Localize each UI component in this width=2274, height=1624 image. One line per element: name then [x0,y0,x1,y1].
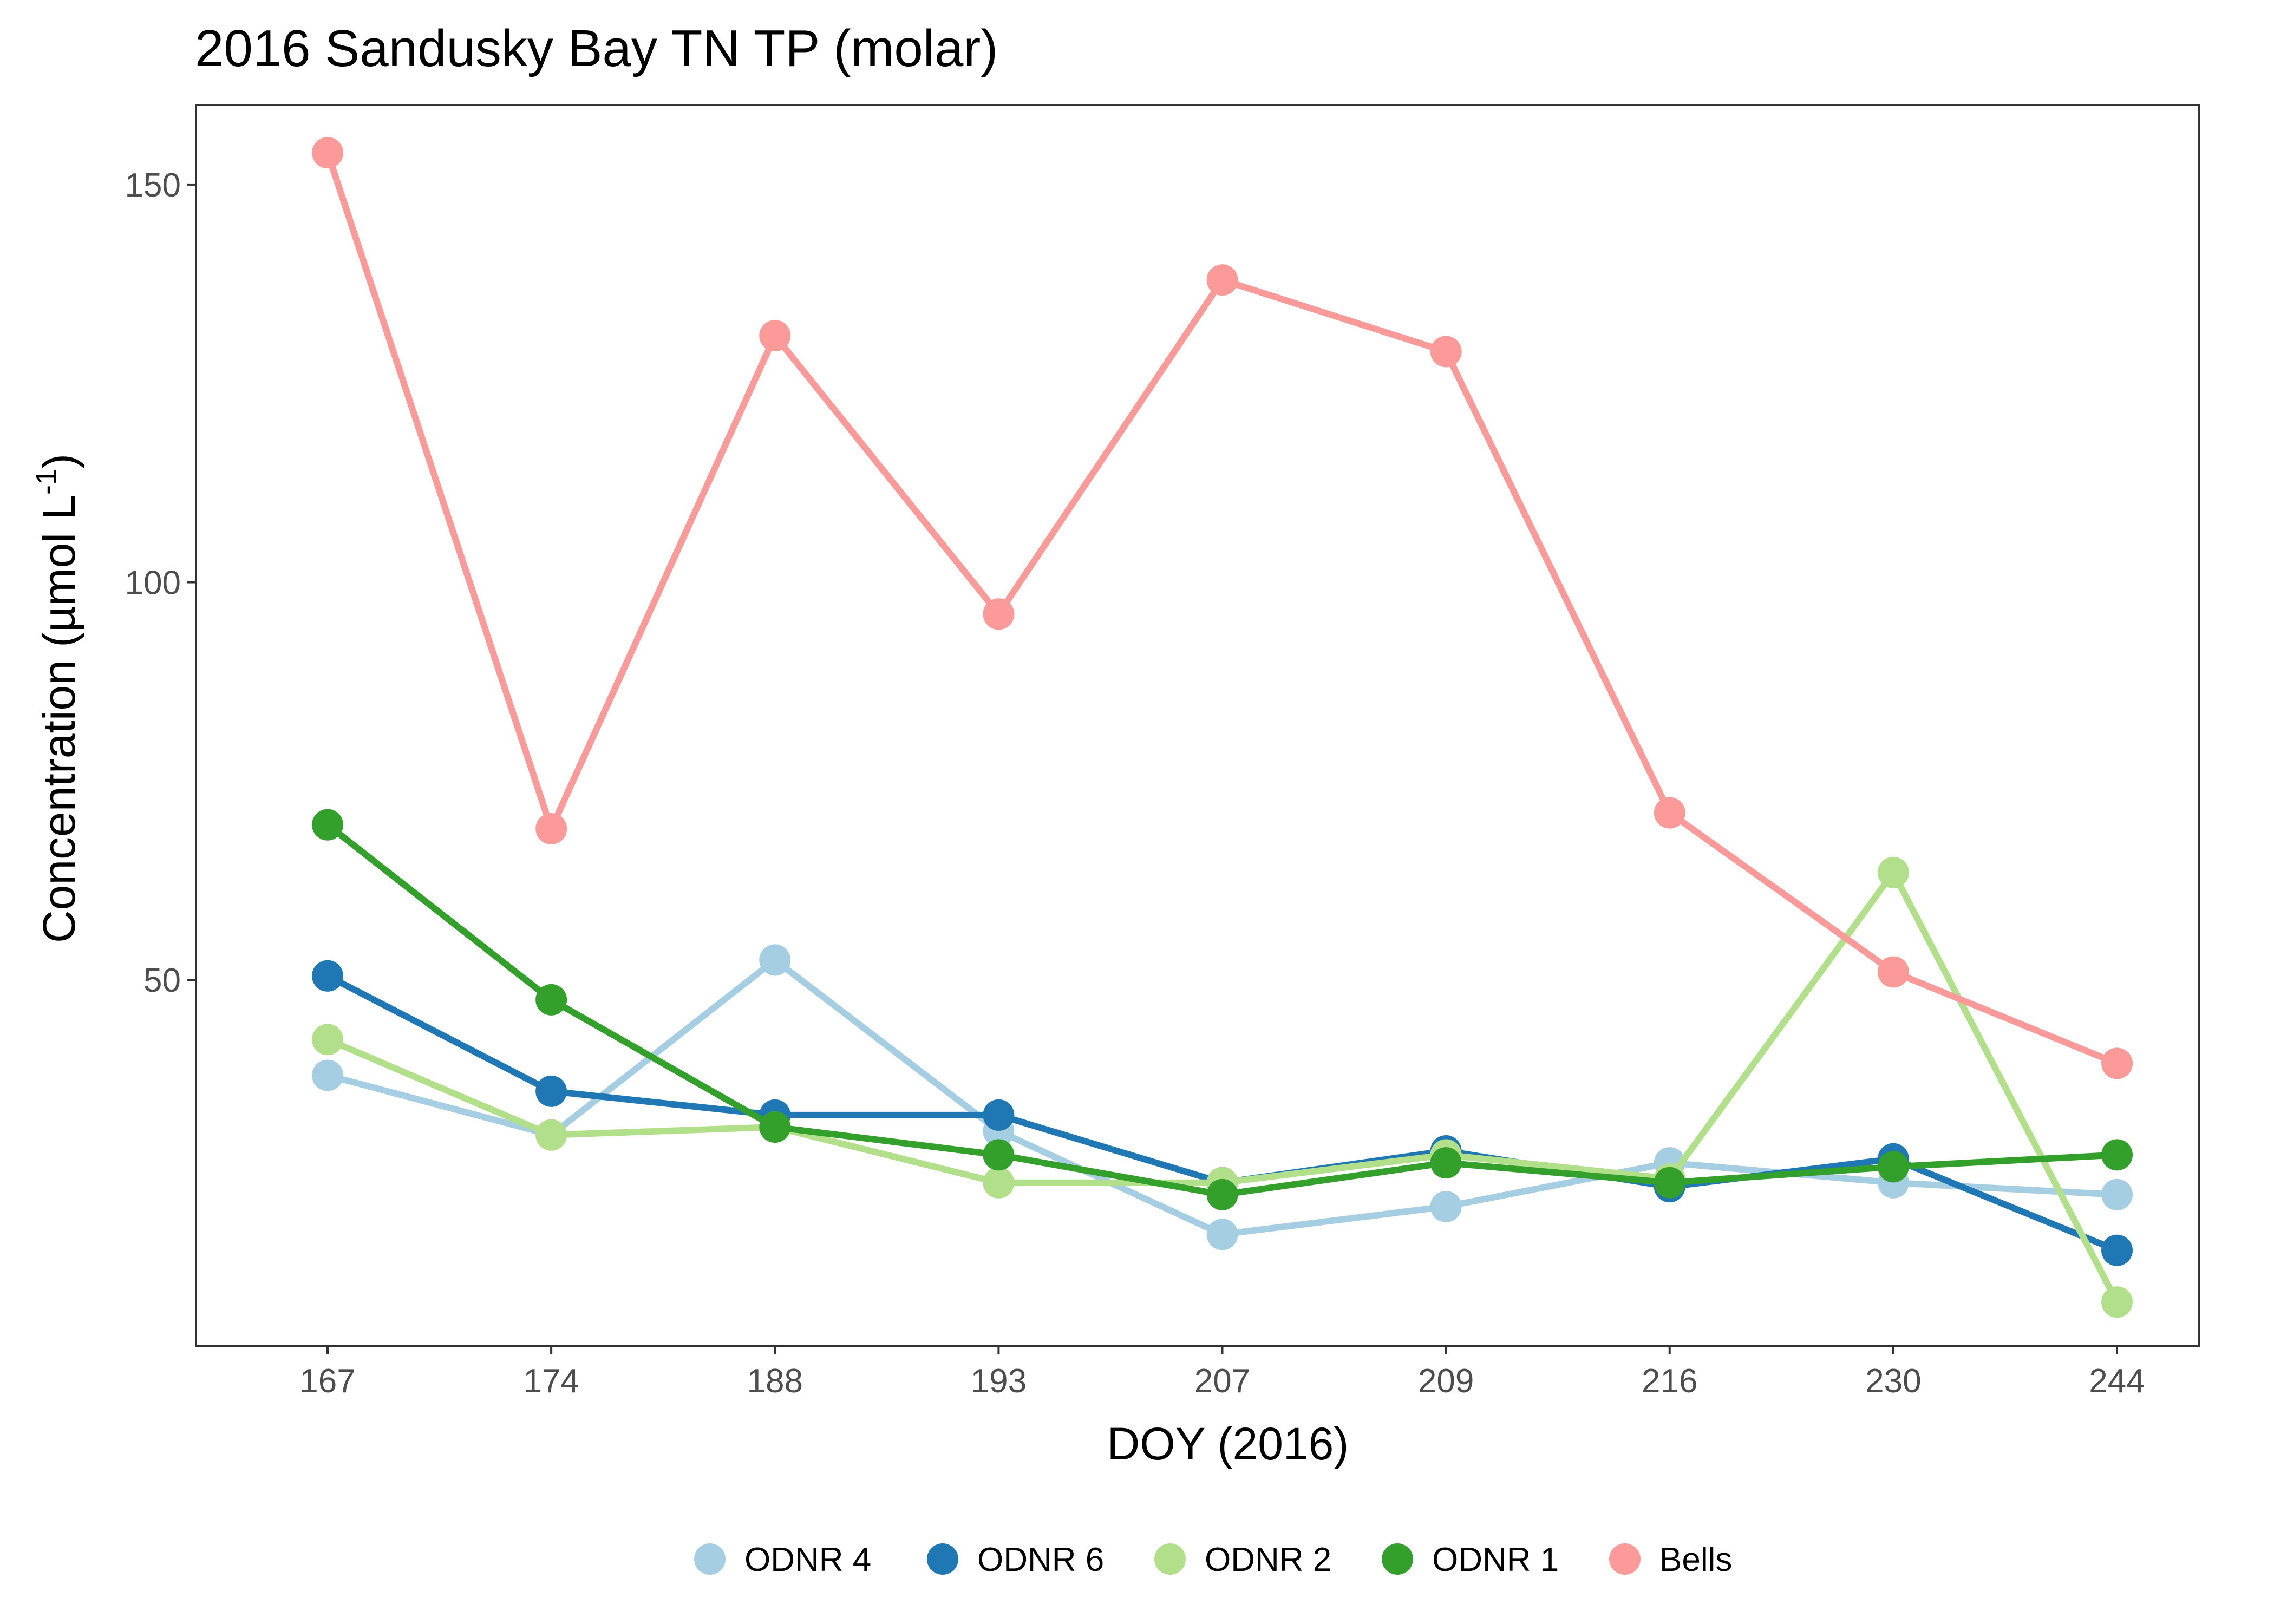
data-point-bells [2101,1047,2133,1079]
y-axis-title-close: ) [34,454,84,469]
x-axis-title: DOY (2016) [1107,1418,1349,1469]
legend-item-odnr-6: ODNR 6 [927,1541,1104,1579]
legend-label-odnr-4: ODNR 4 [744,1541,871,1579]
x-tick-label: 209 [1418,1363,1474,1400]
legend-label-odnr-2: ODNR 2 [1205,1541,1331,1579]
x-tick-label: 193 [971,1363,1027,1400]
data-point-bells [312,137,343,169]
data-point-odnr-2 [535,1119,567,1151]
data-point-odnr-1 [759,1111,791,1143]
legend-key-odnr-2 [1154,1543,1186,1575]
y-axis-title-superscript: -1 [30,469,63,495]
y-tick-label: 50 [143,962,181,999]
data-point-bells [1654,797,1685,829]
data-point-odnr-4 [759,944,791,976]
data-point-odnr-1 [535,984,567,1016]
data-point-odnr-6 [2101,1234,2133,1266]
x-tick-label: 216 [1642,1363,1697,1400]
y-axis-title: Concentration (µmol L-1) [30,454,84,943]
data-point-odnr-4 [312,1059,343,1091]
data-point-odnr-1 [1654,1167,1685,1199]
data-point-odnr-6 [535,1075,567,1107]
series-bells [312,137,2133,1079]
y-axis-title-main: Concentration (µmol L [34,495,84,943]
legend-label-odnr-6: ODNR 6 [977,1541,1104,1579]
x-tick-label: 188 [747,1363,803,1400]
data-point-odnr-2 [1877,856,1909,888]
legend-item-odnr-4: ODNR 4 [694,1541,871,1579]
data-point-odnr-2 [983,1167,1015,1199]
data-point-odnr-4 [2101,1178,2133,1210]
data-point-bells [759,320,791,352]
data-point-odnr-2 [2101,1286,2133,1318]
legend-key-bells [1609,1543,1641,1575]
series-odnr-1 [312,809,2133,1210]
data-point-odnr-1 [1877,1151,1909,1183]
legend-key-odnr-4 [694,1543,726,1575]
legend-key-odnr-1 [1382,1543,1413,1575]
legend-item-bells: Bells [1609,1541,1732,1579]
data-point-bells [1877,956,1909,988]
legend-key-odnr-6 [927,1543,958,1575]
data-point-bells [535,813,567,844]
data-point-odnr-2 [312,1024,343,1056]
data-point-odnr-6 [983,1099,1015,1131]
x-tick-label: 244 [2089,1363,2145,1400]
data-point-odnr-4 [1206,1219,1238,1250]
x-tick-label: 230 [1865,1363,1921,1400]
svg-text:Concentration (µmol L-1): Concentration (µmol L-1) [30,454,84,943]
data-point-odnr-1 [983,1139,1015,1171]
data-point-bells [1430,336,1462,368]
data-point-odnr-1 [2101,1139,2133,1171]
x-tick-label: 207 [1194,1363,1250,1400]
legend-item-odnr-1: ODNR 1 [1382,1541,1559,1579]
legend-item-odnr-2: ODNR 2 [1154,1541,1331,1579]
y-tick-label: 100 [125,565,181,602]
data-point-bells [1206,264,1238,296]
data-point-bells [983,598,1015,630]
y-tick-label: 150 [125,167,181,204]
data-point-odnr-1 [1430,1147,1462,1179]
legend: ODNR 4 ODNR 6 ODNR 2 ODNR 1 Bells [694,1541,1732,1579]
chart-title: 2016 Sandusky Bay TN TP (molar) [195,19,998,77]
x-tick-label: 167 [299,1363,355,1400]
x-tick-label: 174 [523,1363,579,1400]
legend-label-bells: Bells [1659,1541,1732,1579]
data-point-odnr-1 [1206,1178,1238,1210]
legend-label-odnr-1: ODNR 1 [1432,1541,1559,1579]
data-point-odnr-6 [312,960,343,992]
data-point-odnr-4 [1430,1190,1462,1222]
data-point-odnr-1 [312,809,343,841]
plot-area: 50 100 150 167 174 188 193 207 209 216 230 244 [125,104,2200,1400]
